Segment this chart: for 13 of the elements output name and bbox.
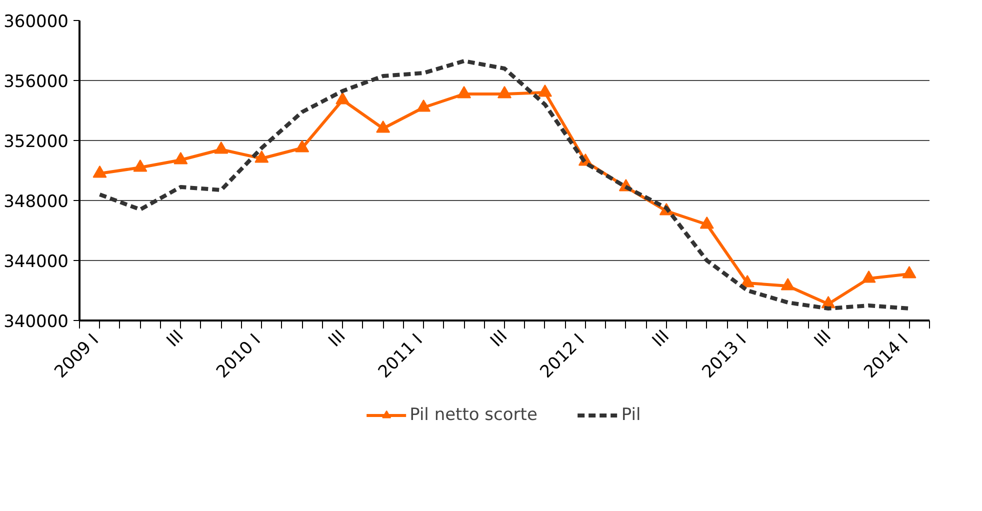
x-tick-label: III <box>648 326 674 352</box>
x-tick-label: III <box>162 326 188 352</box>
legend-label: Pil netto scorte <box>410 404 538 424</box>
legend-label: Pil <box>621 404 642 424</box>
x-tick-label: III <box>324 326 350 352</box>
x-tick-label: III <box>486 326 512 352</box>
y-tick-label: 356000 <box>4 72 69 92</box>
y-tick-label: 344000 <box>4 252 69 272</box>
y-tick-label: 352000 <box>4 132 69 152</box>
y-tick-label: 340000 <box>4 312 69 332</box>
y-tick-label: 360000 <box>4 12 69 32</box>
x-tick-label: III <box>810 326 836 352</box>
y-tick-label: 348000 <box>4 192 69 212</box>
